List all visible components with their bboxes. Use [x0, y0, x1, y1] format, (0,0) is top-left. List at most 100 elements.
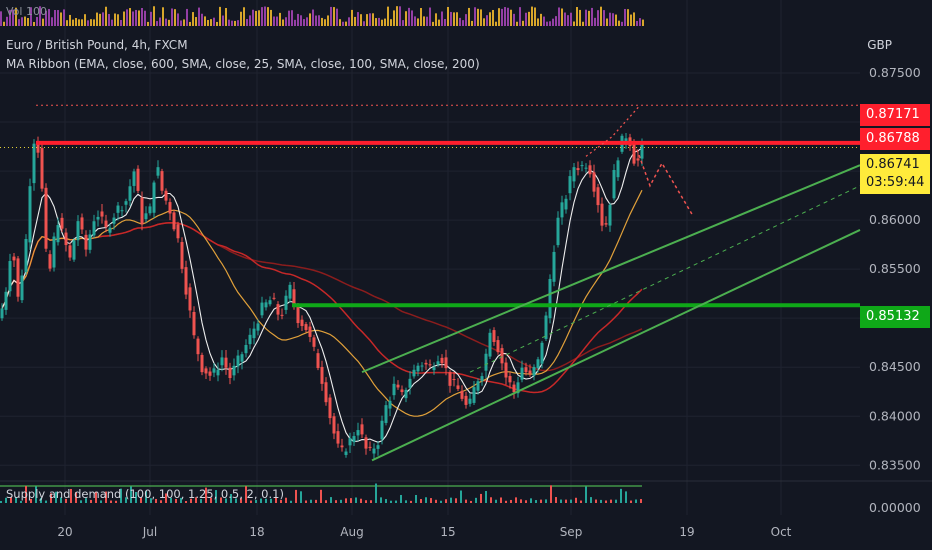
- y-tick-label: 0.83500: [869, 457, 921, 472]
- candle-body: [208, 371, 212, 376]
- candle-body: [440, 357, 444, 364]
- candle-body: [324, 382, 328, 403]
- volume-bar: [507, 7, 509, 26]
- volume-bar: [93, 19, 95, 26]
- y-tick-label: 0.87500: [869, 65, 921, 80]
- sd-bar: [450, 497, 452, 503]
- volume-bar: [273, 16, 275, 26]
- sd-bar: [570, 499, 572, 503]
- sd-bar: [55, 491, 57, 503]
- volume-bar: [120, 20, 122, 26]
- candle-body: [120, 210, 124, 212]
- sd-bar: [400, 494, 402, 503]
- sd-bar: [80, 500, 82, 503]
- candle-body: [480, 376, 484, 381]
- volume-bar: [288, 10, 290, 26]
- candle-body: [496, 340, 500, 353]
- horizontal-gridlines: [0, 72, 932, 482]
- candle-body: [560, 202, 564, 218]
- sub-axis-label: 0.00000: [869, 500, 921, 515]
- volume-bar: [102, 12, 104, 26]
- sd-bar: [590, 497, 592, 503]
- y-tick-label: 0.85500: [869, 261, 921, 276]
- candle-body: [232, 365, 236, 376]
- candle-body: [160, 171, 164, 191]
- volume-bar: [351, 9, 353, 26]
- volume-bar: [525, 12, 527, 26]
- sd-bar: [175, 498, 177, 503]
- volume-bar: [69, 14, 71, 26]
- x-tick-label: 15: [440, 525, 455, 539]
- candle-body: [532, 366, 536, 376]
- chart-drawings[interactable]: [0, 104, 861, 462]
- candle-body: [272, 297, 276, 299]
- sd-bar: [480, 493, 482, 503]
- sd-bar: [300, 491, 302, 503]
- volume-bar: [54, 9, 56, 26]
- volume-bar: [606, 18, 608, 26]
- sd-bar: [345, 498, 347, 503]
- volume-bar: [201, 13, 203, 26]
- last-price: 0.86741: [866, 157, 920, 172]
- volume-bar: [636, 20, 638, 26]
- time-axis[interactable]: 20 Jul 18 Aug 15 Sep 19 Oct: [57, 525, 791, 539]
- sd-bar: [580, 500, 582, 503]
- volume-bar: [24, 16, 26, 26]
- sd-bar: [105, 491, 107, 503]
- volume-bar: [360, 14, 362, 26]
- volume-bar: [39, 6, 41, 26]
- candle-body: [504, 362, 508, 378]
- candle-body: [296, 305, 300, 324]
- candle-body: [132, 171, 136, 186]
- candle-body: [56, 225, 60, 243]
- volume-bar: [528, 11, 530, 26]
- volume-bar: [633, 12, 635, 26]
- candle-body: [596, 187, 600, 206]
- volume-bar: [471, 20, 473, 26]
- volume-bar: [417, 18, 419, 26]
- volume-bar: [600, 6, 602, 27]
- volume-bar: [267, 7, 269, 26]
- sd-bar: [350, 498, 352, 503]
- candle-body: [216, 369, 220, 376]
- sd-bar: [290, 500, 292, 503]
- sd-bar: [430, 498, 432, 503]
- candle-body: [48, 254, 52, 269]
- volume-bar: [441, 11, 443, 26]
- volume-bar: [36, 16, 38, 26]
- candle-body: [540, 342, 544, 364]
- sd-bar: [575, 497, 577, 503]
- sd-bar: [155, 498, 157, 503]
- sd-bar: [265, 498, 267, 503]
- candle-body: [40, 147, 44, 189]
- volume-bar: [348, 17, 350, 26]
- candle-body: [520, 367, 524, 380]
- candle-body: [104, 220, 108, 228]
- candle-body: [344, 451, 348, 455]
- candle-body: [92, 221, 96, 236]
- candle-body: [16, 258, 20, 297]
- volume-bar: [210, 19, 212, 26]
- candle-body: [524, 367, 528, 373]
- sd-bar: [445, 499, 447, 503]
- candle-body: [172, 212, 176, 230]
- sd-bar: [470, 500, 472, 503]
- x-tick-label: Sep: [560, 525, 583, 539]
- volume-bar: [228, 19, 230, 26]
- candle-body: [76, 221, 80, 241]
- sd-bar: [530, 498, 532, 503]
- candle-body: [580, 165, 584, 167]
- sd-bar: [440, 500, 442, 503]
- volume-bar: [585, 9, 587, 26]
- volume-bar: [213, 17, 215, 26]
- volume-bar: [549, 21, 551, 26]
- sd-bar: [255, 499, 257, 503]
- candle-body: [240, 354, 244, 362]
- volume-bar: [135, 9, 137, 26]
- volume-bar: [183, 19, 185, 26]
- sd-bar: [375, 483, 377, 503]
- price-axis[interactable]: 0.83500 0.84000 0.84500 0.85500 0.86000 0.875…: [869, 65, 921, 515]
- candle-body: [528, 370, 532, 374]
- volume-bar: [318, 15, 320, 26]
